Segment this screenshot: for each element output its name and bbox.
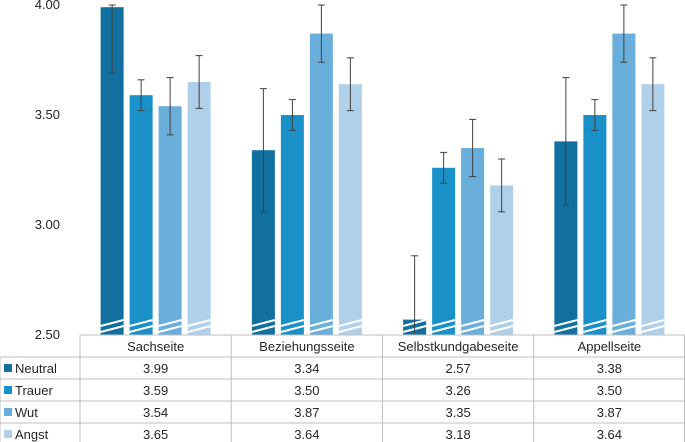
y-tick-label: 4.00: [35, 0, 60, 12]
data-label: 3.64: [294, 427, 319, 442]
legend-key: [4, 408, 12, 416]
axis-break-mark: [309, 319, 334, 327]
bar: [612, 33, 636, 335]
data-label: 3.34: [294, 361, 319, 376]
bar: [641, 84, 665, 335]
bar: [251, 150, 275, 335]
bar: [280, 115, 304, 335]
axis-break-mark: [129, 325, 153, 333]
axis-break-mark: [100, 319, 124, 327]
data-label: 3.26: [445, 383, 470, 398]
legend-label: Angst: [15, 427, 49, 442]
axis-break-mark: [158, 325, 182, 333]
legend-label: Wut: [15, 405, 38, 420]
axis-break-mark: [338, 325, 363, 333]
axis-break-mark: [460, 325, 485, 333]
bar: [583, 115, 607, 335]
axis-break-mark: [583, 319, 607, 327]
axis-break-mark: [100, 325, 124, 333]
axis-break-mark: [280, 325, 305, 333]
bar: [100, 7, 124, 335]
legend-key: [4, 386, 12, 394]
axis-break-mark: [251, 319, 276, 327]
category-label: Appellseite: [578, 339, 642, 354]
bar: [309, 33, 333, 335]
bar: [554, 141, 578, 335]
axis-break-mark: [554, 319, 578, 327]
axis-break-mark: [641, 325, 665, 333]
bar: [338, 84, 362, 335]
axis-break-mark: [489, 325, 514, 333]
data-label: 3.54: [143, 405, 168, 420]
y-tick-label: 2.50: [35, 327, 60, 342]
axis-break-mark: [280, 319, 305, 327]
axis-break-mark: [158, 319, 182, 327]
axis-break-mark: [489, 319, 514, 327]
data-label: 3.87: [294, 405, 319, 420]
axis-break-mark: [187, 325, 211, 333]
legend-label: Neutral: [15, 361, 57, 376]
data-label: 3.65: [143, 427, 168, 442]
category-label: Beziehungsseite: [259, 339, 354, 354]
axis-break-mark: [309, 325, 334, 333]
axis-break-mark: [338, 319, 363, 327]
legend-key: [4, 430, 12, 438]
data-label: 3.50: [294, 383, 319, 398]
bar: [158, 106, 182, 335]
axis-break-mark: [187, 319, 211, 327]
data-label: 3.64: [597, 427, 622, 442]
bar: [187, 82, 211, 335]
data-label: 3.18: [445, 427, 470, 442]
legend-label: Trauer: [15, 383, 53, 398]
axis-break-mark: [431, 325, 456, 333]
axis-break-mark: [612, 319, 636, 327]
bar: [490, 185, 514, 335]
y-tick-label: 3.00: [35, 217, 60, 232]
axis-break-mark: [460, 319, 485, 327]
axis-break-mark: [554, 325, 578, 333]
data-label: 3.35: [445, 405, 470, 420]
data-label: 3.59: [143, 383, 168, 398]
legend-key: [4, 364, 12, 372]
data-label: 3.38: [597, 361, 622, 376]
bar: [129, 95, 153, 335]
bar: [432, 167, 456, 335]
axis-break-mark: [129, 319, 153, 327]
axis-break-mark: [612, 325, 636, 333]
axis-break-mark: [583, 325, 607, 333]
axis-break-mark: [641, 319, 665, 327]
axis-break-mark: [251, 325, 276, 333]
y-tick-label: 3.50: [35, 107, 60, 122]
data-label: 3.87: [597, 405, 622, 420]
bar: [461, 148, 485, 335]
category-label: Sachseite: [127, 339, 184, 354]
axis-break-mark: [431, 319, 456, 327]
category-label: Selbstkundgabeseite: [398, 339, 519, 354]
data-label: 2.57: [445, 361, 470, 376]
data-label: 3.99: [143, 361, 168, 376]
data-label: 3.50: [597, 383, 622, 398]
